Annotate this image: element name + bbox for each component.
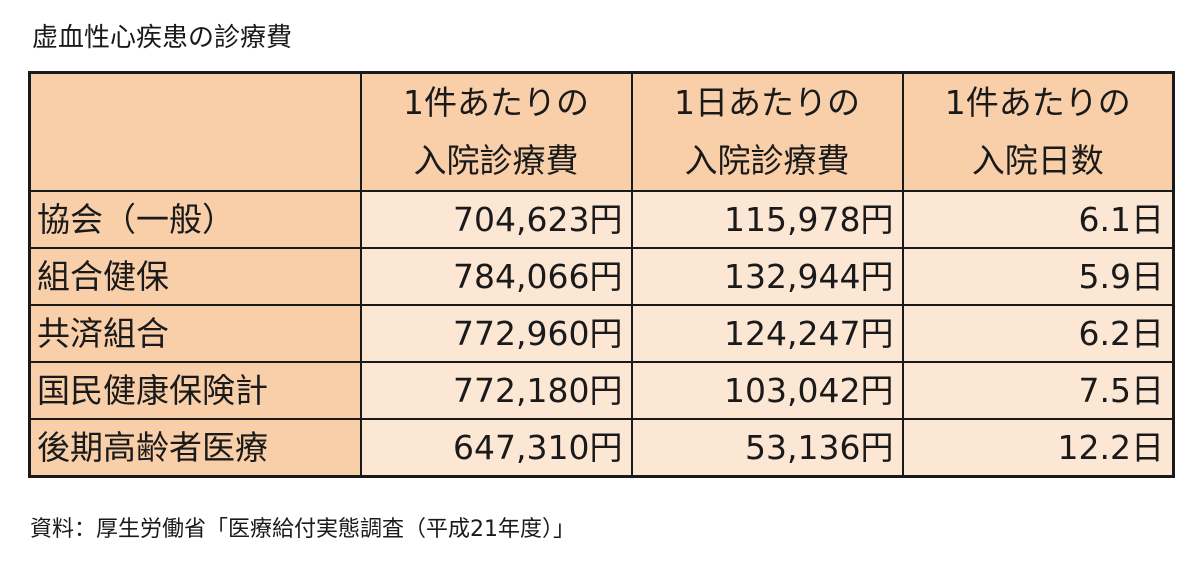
cost-per-day-cell: 115,978円 [630, 190, 904, 249]
table-row: 後期高齢者医療 647,310円 53,136円 12.2日 [28, 418, 1175, 478]
column-header-line: 1件あたりの [944, 83, 1131, 122]
cost-per-case-cell: 772,180円 [359, 361, 633, 420]
cost-per-case-cell: 704,623円 [359, 190, 633, 249]
table-row: 組合健保 784,066円 132,944円 5.9日 [28, 247, 1175, 306]
page-title: 虚血性心疾患の診療費 [32, 23, 293, 53]
cost-per-day-cell: 132,944円 [630, 247, 904, 306]
column-header-cost-per-case: 1件あたりの 入院診療費 [359, 71, 633, 192]
days-per-case-cell: 6.2日 [901, 304, 1175, 363]
corner-cell [28, 71, 362, 192]
header-row: 1件あたりの 入院診療費 1日あたりの 入院診療費 1件あたりの 入院日数 [28, 71, 1175, 192]
days-per-case-cell: 12.2日 [901, 418, 1175, 478]
row-label: 組合健保 [28, 247, 362, 306]
medical-cost-table: 1件あたりの 入院診療費 1日あたりの 入院診療費 1件あたりの 入院日数 協会… [28, 71, 1175, 478]
row-label: 後期高齢者医療 [28, 418, 362, 478]
days-per-case-cell: 7.5日 [901, 361, 1175, 420]
column-header-line: 1日あたりの [674, 83, 860, 122]
table-row: 国民健康保険計 772,180円 103,042円 7.5日 [28, 361, 1175, 420]
row-label: 共済組合 [28, 304, 362, 363]
row-label: 協会（一般） [28, 190, 362, 249]
row-label: 国民健康保険計 [28, 361, 362, 420]
column-header-cost-per-day: 1日あたりの 入院診療費 [630, 71, 904, 192]
cost-per-case-cell: 647,310円 [359, 418, 633, 478]
cost-per-case-cell: 772,960円 [359, 304, 633, 363]
cost-per-day-cell: 124,247円 [630, 304, 904, 363]
column-header-days-per-case: 1件あたりの 入院日数 [901, 71, 1175, 192]
days-per-case-cell: 6.1日 [901, 190, 1175, 249]
column-header-line: 入院診療費 [413, 141, 579, 180]
column-header-line: 入院日数 [971, 141, 1104, 180]
cost-per-day-cell: 103,042円 [630, 361, 904, 420]
table-row: 協会（一般） 704,623円 115,978円 6.1日 [28, 190, 1175, 249]
table-row: 共済組合 772,960円 124,247円 6.2日 [28, 304, 1175, 363]
column-header-line: 1件あたりの [403, 83, 589, 122]
source-note: 資料：厚生労働省「医療給付実態調査（平成21年度）」 [30, 517, 575, 542]
cost-per-case-cell: 784,066円 [359, 247, 633, 306]
cost-per-day-cell: 53,136円 [630, 418, 904, 478]
days-per-case-cell: 5.9日 [901, 247, 1175, 306]
column-header-line: 入院診療費 [684, 141, 850, 180]
